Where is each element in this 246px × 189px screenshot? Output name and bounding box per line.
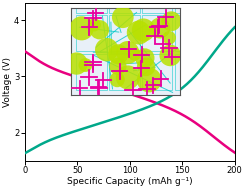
Y-axis label: Voltage (V): Voltage (V) [3,57,13,107]
X-axis label: Specific Capacity (mAh g⁻¹): Specific Capacity (mAh g⁻¹) [67,177,193,186]
